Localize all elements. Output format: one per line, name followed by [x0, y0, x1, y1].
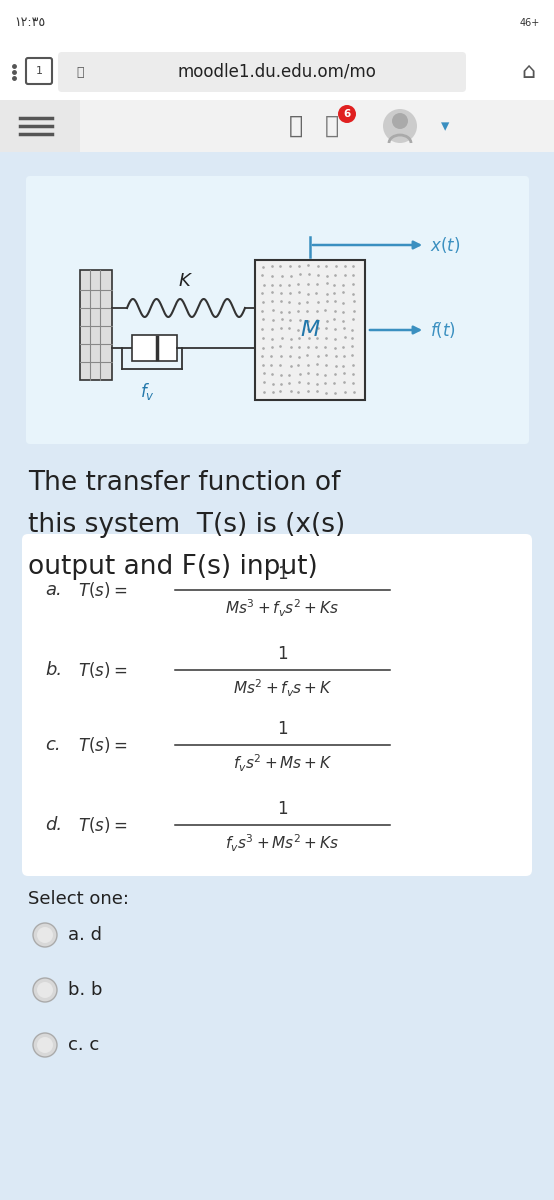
Text: b. b: b. b	[68, 982, 102, 998]
Text: d.: d.	[45, 816, 62, 834]
Text: 💬: 💬	[325, 114, 339, 138]
Bar	[80, 270, 112, 380]
Text: c.: c.	[45, 736, 60, 754]
Text: $x(t)$: $x(t)$	[430, 235, 460, 254]
Bar	[255, 260, 365, 400]
Bar	[0, 44, 554, 100]
Bar	[0, 100, 554, 152]
Bar	[0, 100, 80, 152]
Text: $T(s)=$: $T(s)=$	[78, 580, 127, 600]
Text: $f_vs^2 + Ms + K$: $f_vs^2 + Ms + K$	[233, 752, 332, 774]
FancyBboxPatch shape	[22, 534, 532, 876]
Text: 1: 1	[277, 800, 288, 818]
Text: $f_vs^3 + Ms^2 + Ks$: $f_vs^3 + Ms^2 + Ks$	[225, 833, 340, 853]
Text: $Ms^3 + f_vs^2 + Ks$: $Ms^3 + f_vs^2 + Ks$	[225, 598, 340, 619]
Text: 🔔: 🔔	[289, 114, 303, 138]
Circle shape	[37, 982, 53, 998]
Bar	[0, 152, 554, 1200]
Text: 1: 1	[277, 565, 288, 583]
Bar	[132, 335, 177, 361]
Text: $Ms^2 + f_vs + K$: $Ms^2 + f_vs + K$	[233, 677, 332, 698]
FancyBboxPatch shape	[13, 162, 541, 1090]
Text: $f_v$: $f_v$	[140, 382, 155, 402]
Text: 46+: 46+	[520, 18, 540, 28]
Text: a.: a.	[45, 581, 61, 599]
Text: $T(s)=$: $T(s)=$	[78, 815, 127, 835]
FancyBboxPatch shape	[26, 58, 52, 84]
Text: $M$: $M$	[300, 320, 320, 340]
Text: 1: 1	[35, 66, 43, 76]
Text: moodle1.du.edu.om/mo: moodle1.du.edu.om/mo	[178, 62, 376, 80]
Text: 1: 1	[277, 720, 288, 738]
Text: $T(s)=$: $T(s)=$	[78, 660, 127, 680]
Circle shape	[33, 923, 57, 947]
Text: this system  T(s) is (x(s): this system T(s) is (x(s)	[28, 512, 345, 538]
Text: $f(t)$: $f(t)$	[430, 320, 456, 340]
Text: b.: b.	[45, 661, 62, 679]
Text: ▾: ▾	[441, 116, 449, 134]
Text: $T(s)=$: $T(s)=$	[78, 734, 127, 755]
Text: The transfer function of: The transfer function of	[28, 470, 341, 496]
FancyBboxPatch shape	[26, 176, 529, 444]
FancyBboxPatch shape	[58, 52, 466, 92]
Text: 🔒: 🔒	[76, 66, 84, 78]
Text: Select one:: Select one:	[28, 890, 129, 908]
Text: ⌂: ⌂	[521, 62, 535, 82]
Circle shape	[33, 1033, 57, 1057]
Text: c. c: c. c	[68, 1036, 99, 1054]
Text: output and F(s) input): output and F(s) input)	[28, 554, 318, 580]
Circle shape	[338, 104, 356, 122]
Text: 6: 6	[343, 109, 351, 119]
Text: a. d: a. d	[68, 926, 102, 944]
Circle shape	[392, 113, 408, 128]
Text: ١٢:٣٥: ١٢:٣٥	[14, 17, 45, 30]
Text: 1: 1	[277, 646, 288, 662]
Circle shape	[33, 978, 57, 1002]
Circle shape	[37, 1037, 53, 1054]
Bar	[0, 0, 554, 44]
Circle shape	[383, 109, 417, 143]
Circle shape	[37, 926, 53, 943]
Text: $K$: $K$	[178, 272, 193, 290]
